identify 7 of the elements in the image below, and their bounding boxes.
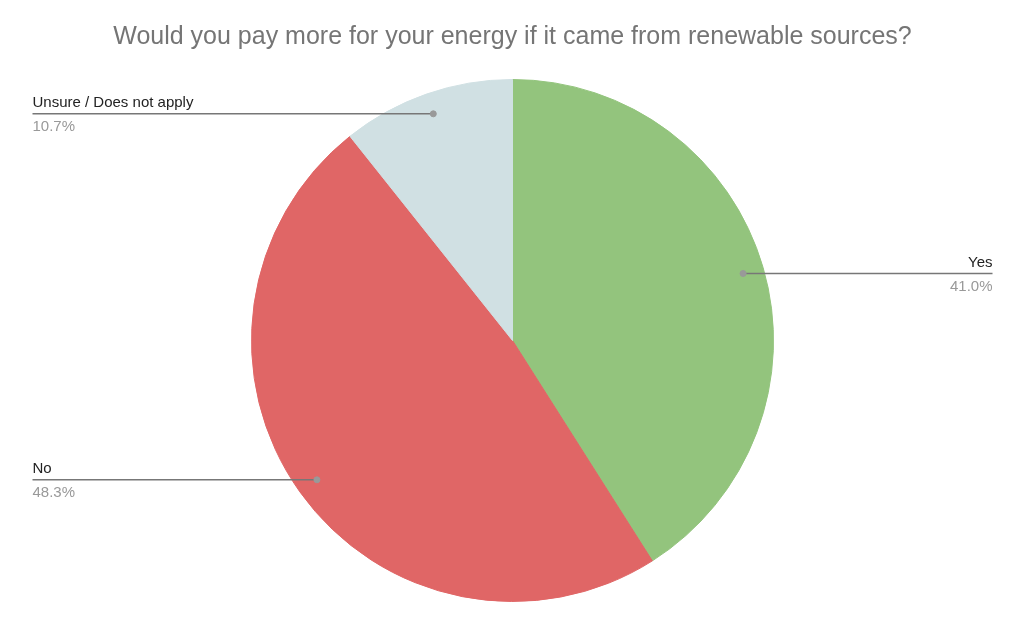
- data-label: 41.0%: [949, 276, 993, 294]
- slice-label: Yes: [968, 252, 993, 270]
- data-label: 10.7%: [32, 116, 76, 134]
- data-label: 48.3%: [32, 482, 76, 500]
- slice-label: Unsure / Does not apply: [32, 92, 194, 110]
- slice-label: No: [32, 458, 52, 476]
- chart-title: Would you pay more for your energy if it came from renewable sources?: [113, 20, 912, 49]
